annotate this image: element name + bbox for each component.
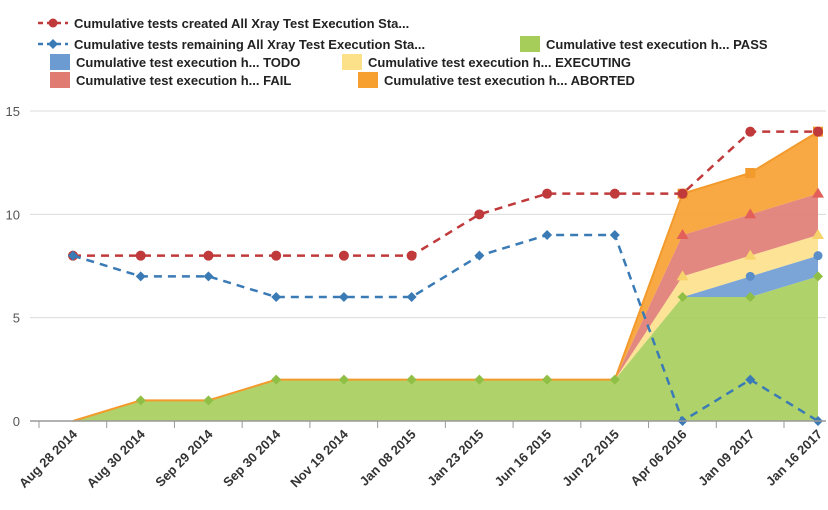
marker-pass	[135, 395, 146, 406]
legend-label[interactable]: Cumulative test execution h... EXECUTING	[368, 55, 631, 70]
line-series-1	[72, 233, 819, 423]
line-point-created	[677, 188, 688, 199]
legend-box-swatch	[358, 72, 378, 88]
x-tick-label: Sep 30 2014	[220, 426, 284, 490]
line-point-remaining	[271, 292, 282, 302]
x-tick-label: Apr 06 2016	[627, 427, 689, 489]
marker-aborted	[745, 168, 756, 178]
area-series-3	[73, 193, 818, 421]
marker-executing	[676, 270, 689, 281]
x-tick-label: Jun 16 2015	[491, 427, 554, 490]
y-tick-label: 10	[6, 207, 20, 222]
legend-label[interactable]: Cumulative tests remaining All Xray Test…	[74, 37, 425, 52]
line-point-remaining	[542, 230, 553, 240]
x-tick-label: Jan 08 2015	[357, 427, 419, 489]
legend-label[interactable]: Cumulative tests created All Xray Test E…	[74, 16, 409, 31]
line-point-created	[609, 188, 620, 199]
legend-label[interactable]: Cumulative test execution h... ABORTED	[384, 73, 635, 88]
marker-pass	[542, 374, 553, 385]
x-tick-label: Nov 19 2014	[287, 426, 351, 490]
area-series-0	[73, 276, 818, 421]
marker-pass	[271, 374, 282, 385]
legend-box-swatch	[342, 54, 362, 70]
legend: Cumulative tests created All Xray Test E…	[38, 16, 768, 88]
legend-label[interactable]: Cumulative test execution h... FAIL	[76, 73, 291, 88]
legend-marker	[48, 18, 58, 28]
line-point-remaining	[745, 374, 756, 385]
x-tick-label: Aug 30 2014	[84, 426, 149, 491]
line-point-created	[338, 250, 349, 261]
line-point-created	[745, 126, 756, 137]
marker-pass	[813, 271, 823, 282]
marker-pass	[406, 374, 417, 385]
x-tick-label: Jan 23 2015	[424, 427, 486, 489]
line-point-created	[542, 188, 553, 199]
line-point-created	[474, 209, 485, 220]
line-point-remaining	[474, 250, 485, 261]
marker-executing	[812, 229, 824, 239]
line-point-created	[813, 126, 823, 137]
marker-todo	[745, 271, 755, 281]
line-point-created	[271, 250, 282, 261]
marker-fail	[744, 208, 757, 219]
line-point-created	[135, 250, 146, 261]
legend-box-swatch	[50, 54, 70, 70]
line-point-remaining	[68, 250, 78, 261]
line-point-remaining	[609, 230, 620, 240]
marker-pass	[203, 395, 214, 406]
legend-box-swatch	[50, 72, 70, 88]
line-series	[68, 126, 823, 426]
marker-todo	[813, 251, 823, 261]
line-series-0	[73, 130, 818, 257]
stacked-areas	[72, 126, 824, 422]
line-point-created	[406, 250, 417, 261]
line-point-remaining	[203, 271, 214, 282]
x-tick-label: Jan 09 2017	[695, 427, 757, 489]
y-tick-label: 15	[6, 104, 20, 119]
legend-label[interactable]: Cumulative test execution h... TODO	[76, 55, 300, 70]
marker-pass	[609, 374, 620, 385]
legend-marker	[48, 39, 58, 49]
line-point-remaining	[338, 292, 349, 302]
marker-pass	[338, 374, 349, 385]
marker-fail	[812, 187, 824, 198]
x-tick-label: Aug 28 2014	[16, 426, 81, 491]
marker-pass	[745, 292, 756, 302]
line-point-created	[203, 250, 214, 261]
legend-label[interactable]: Cumulative test execution h... PASS	[546, 37, 768, 52]
marker-pass	[677, 292, 688, 302]
marker-executing	[744, 249, 757, 260]
marker-pass	[474, 374, 485, 385]
line-point-remaining	[135, 271, 146, 282]
marker-fail	[676, 229, 689, 239]
x-tick-label: Jan 16 2017	[763, 427, 825, 489]
x-tick-label: Sep 29 2014	[152, 426, 216, 490]
x-tick-label: Jun 22 2015	[559, 427, 622, 490]
area-top-outline	[72, 130, 819, 422]
line-point-remaining	[406, 292, 417, 302]
y-tick-label: 0	[13, 414, 20, 429]
y-tick-label: 5	[13, 311, 20, 326]
legend-box-swatch	[520, 36, 540, 52]
